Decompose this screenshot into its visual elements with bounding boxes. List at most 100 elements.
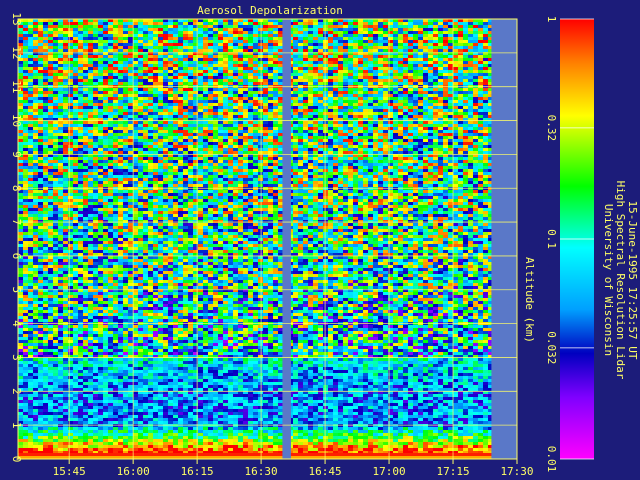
heatmap-cell [33, 163, 38, 166]
heatmap-cell [383, 166, 388, 169]
heatmap-cell [483, 130, 488, 133]
heatmap-cell [353, 49, 358, 52]
heatmap-cell [38, 115, 43, 118]
heatmap-cell [278, 61, 283, 64]
heatmap-cell [273, 100, 278, 103]
heatmap-cell [83, 157, 88, 160]
heatmap-cell [398, 136, 403, 139]
heatmap-cell [343, 55, 348, 58]
heatmap-cell [203, 151, 208, 154]
heatmap-cell [218, 127, 223, 130]
heatmap-cell [68, 103, 73, 106]
heatmap-cell [378, 142, 383, 145]
heatmap-cell [438, 28, 443, 31]
heatmap-cell [218, 40, 223, 43]
heatmap-cell [308, 109, 313, 112]
heatmap-cell [233, 40, 238, 43]
heatmap-cell [93, 151, 98, 154]
heatmap-cell [473, 160, 478, 163]
heatmap-cell [143, 31, 148, 34]
heatmap-cell [393, 130, 398, 133]
heatmap-cell [338, 139, 343, 142]
heatmap-cell [243, 169, 248, 172]
heatmap-cell [168, 151, 173, 154]
heatmap-cell [253, 31, 258, 34]
heatmap-cell [183, 136, 188, 139]
heatmap-cell [228, 151, 233, 154]
heatmap-cell [243, 112, 248, 115]
heatmap-cell [213, 112, 218, 115]
heatmap-cell [453, 37, 458, 40]
heatmap-cell [263, 121, 268, 124]
heatmap-cell [353, 94, 358, 97]
heatmap-cell [183, 61, 188, 64]
heatmap-cell [78, 97, 83, 100]
heatmap-cell [108, 133, 113, 136]
heatmap-cell [68, 19, 73, 22]
heatmap-cell [343, 100, 348, 103]
heatmap-cell [103, 40, 108, 43]
heatmap-cell [218, 58, 223, 61]
heatmap-cell [178, 91, 183, 94]
heatmap-cell [158, 118, 163, 121]
heatmap-cell [468, 28, 473, 31]
heatmap-cell [448, 19, 453, 22]
heatmap-cell [48, 88, 53, 91]
heatmap-cell [258, 160, 263, 163]
heatmap-cell [83, 25, 88, 28]
heatmap-cell [293, 58, 298, 61]
heatmap-cell [193, 46, 198, 49]
heatmap-cell [413, 106, 418, 109]
heatmap-cell [68, 97, 73, 100]
heatmap-cell [433, 22, 438, 25]
heatmap-cell [313, 34, 318, 37]
heatmap-cell [418, 79, 423, 82]
heatmap-cell [483, 157, 488, 160]
heatmap-cell [408, 157, 413, 160]
heatmap-cell [413, 82, 418, 85]
heatmap-cell [313, 31, 318, 34]
heatmap-cell [453, 22, 458, 25]
heatmap-cell [248, 136, 253, 139]
heatmap-cell [83, 136, 88, 139]
heatmap-cell [208, 88, 213, 91]
heatmap-cell [128, 142, 133, 145]
heatmap-cell [303, 61, 308, 64]
heatmap-cell [273, 55, 278, 58]
heatmap-cell [268, 130, 273, 133]
heatmap-cell [98, 142, 103, 145]
heatmap-cell [473, 64, 478, 67]
heatmap-cell [293, 46, 298, 49]
heatmap-cell [313, 91, 318, 94]
heatmap-cell [243, 52, 248, 55]
heatmap-cell [478, 88, 483, 91]
heatmap-cell [468, 106, 473, 109]
heatmap-cell [53, 112, 58, 115]
heatmap-cell [193, 130, 198, 133]
heatmap-cell [123, 40, 128, 43]
heatmap-cell [453, 115, 458, 118]
heatmap-cell [93, 106, 98, 109]
heatmap-cell [293, 139, 298, 142]
heatmap-cell [363, 76, 368, 79]
heatmap-cell [268, 43, 273, 46]
heatmap-cell [423, 154, 428, 157]
heatmap-cell [488, 79, 493, 82]
heatmap-cell [88, 148, 93, 151]
heatmap-cell [68, 40, 73, 43]
heatmap-cell [133, 88, 138, 91]
heatmap-cell [383, 55, 388, 58]
heatmap-cell [428, 124, 433, 127]
heatmap-cell [188, 115, 193, 118]
heatmap-cell [328, 37, 333, 40]
heatmap-cell [128, 139, 133, 142]
heatmap-cell [308, 40, 313, 43]
heatmap-cell [198, 130, 203, 133]
heatmap-cell [73, 103, 78, 106]
heatmap-cell [193, 43, 198, 46]
heatmap-cell [168, 169, 173, 172]
heatmap-cell [43, 73, 48, 76]
heatmap-cell [453, 142, 458, 145]
heatmap-cell [483, 88, 488, 91]
heatmap-cell [183, 22, 188, 25]
